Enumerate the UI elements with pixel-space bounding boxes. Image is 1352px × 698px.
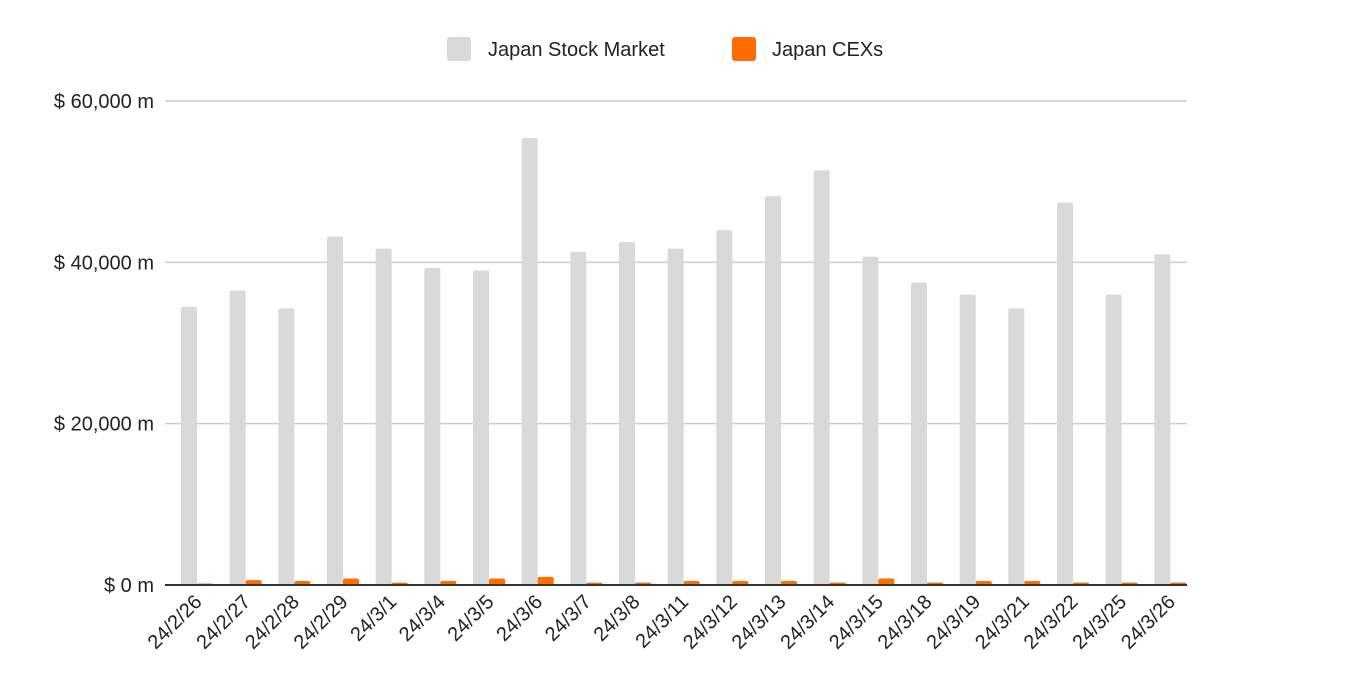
bar-japan-cexs bbox=[732, 580, 749, 585]
bar-japan-cexs bbox=[343, 578, 359, 585]
bar-japan-stock-market bbox=[959, 294, 976, 585]
bar-japan-cexs bbox=[537, 576, 554, 585]
bar-japan-stock-market bbox=[1057, 202, 1073, 585]
x-axis-ticks: 24/2/2624/2/2724/2/2824/2/2924/3/124/3/4… bbox=[144, 591, 1180, 654]
legend-swatch bbox=[732, 37, 756, 61]
bar-japan-cexs bbox=[440, 580, 457, 585]
x-tick-label: 24/3/18 bbox=[874, 591, 937, 654]
bar-japan-stock-market bbox=[911, 282, 927, 585]
bar-japan-stock-market bbox=[1008, 308, 1025, 585]
bar-japan-stock-market bbox=[716, 230, 733, 586]
bar-japan-cexs bbox=[878, 578, 895, 585]
legend: Japan Stock Market Japan CEXs bbox=[447, 37, 883, 61]
x-tick-label: 24/3/13 bbox=[728, 591, 791, 654]
legend-label: Japan Stock Market bbox=[488, 39, 665, 61]
y-tick-label: $ 60,000 m bbox=[54, 91, 154, 113]
y-tick-label: $ 0 m bbox=[104, 575, 154, 597]
bar-japan-stock-market bbox=[375, 248, 392, 585]
x-tick-label: 24/3/22 bbox=[1020, 591, 1083, 654]
x-tick-label: 24/3/1 bbox=[346, 591, 401, 646]
x-tick-label: 24/3/25 bbox=[1068, 591, 1131, 654]
bar-japan-stock-market bbox=[181, 306, 197, 585]
legend-label: Japan CEXs bbox=[772, 39, 883, 61]
x-tick-label: 24/2/28 bbox=[241, 591, 304, 654]
x-tick-label: 24/3/26 bbox=[1117, 591, 1180, 654]
bar-japan-stock-market bbox=[229, 290, 246, 585]
bar-japan-stock-market bbox=[570, 251, 587, 585]
bar-japan-cexs bbox=[489, 578, 505, 585]
x-tick-label: 24/3/12 bbox=[679, 591, 742, 654]
bar-japan-stock-market bbox=[813, 170, 830, 585]
bar-japan-stock-market bbox=[862, 256, 879, 585]
bar-japan-cexs bbox=[975, 580, 992, 585]
y-tick-label: $ 40,000 m bbox=[54, 252, 154, 274]
bar-japan-stock-market bbox=[521, 138, 538, 585]
x-tick-label: 24/3/7 bbox=[541, 591, 596, 646]
y-tick-label: $ 20,000 m bbox=[54, 414, 154, 436]
x-tick-label: 24/3/15 bbox=[825, 591, 888, 654]
x-tick-label: 24/2/27 bbox=[192, 591, 255, 654]
x-tick-label: 24/3/4 bbox=[395, 591, 450, 646]
bar-japan-cexs bbox=[294, 580, 311, 585]
x-tick-label: 24/2/29 bbox=[290, 591, 353, 654]
legend-item: Japan Stock Market bbox=[447, 37, 665, 61]
legend-item: Japan CEXs bbox=[732, 37, 883, 61]
legend-swatch bbox=[447, 37, 471, 61]
bar-japan-cexs bbox=[781, 580, 797, 585]
bar-japan-stock-market bbox=[473, 270, 489, 585]
bar-japan-stock-market bbox=[327, 236, 343, 585]
y-axis-ticks: $ 0 m $ 20,000 m $ 40,000 m $ 60,000 m bbox=[54, 91, 154, 597]
x-tick-label: 24/3/6 bbox=[492, 591, 547, 646]
x-tick-label: 24/3/14 bbox=[776, 591, 839, 654]
x-tick-label: 24/3/19 bbox=[922, 591, 985, 654]
bar-japan-cexs bbox=[245, 580, 262, 585]
bar-japan-stock-market bbox=[667, 248, 684, 585]
bar-japan-stock-market bbox=[1105, 294, 1122, 585]
bar-japan-stock-market bbox=[278, 308, 295, 585]
bar-japan-stock-market bbox=[1154, 254, 1171, 585]
x-tick-label: 24/2/26 bbox=[144, 591, 207, 654]
x-tick-label: 24/3/21 bbox=[971, 591, 1034, 654]
bar-japan-cexs bbox=[1024, 580, 1041, 585]
bar-japan-cexs bbox=[683, 580, 700, 585]
bar-japan-stock-market bbox=[424, 267, 441, 585]
bar-japan-stock-market bbox=[619, 242, 635, 585]
bars bbox=[181, 138, 1187, 586]
bar-japan-stock-market bbox=[765, 196, 781, 586]
x-tick-label: 24/3/5 bbox=[444, 591, 499, 646]
